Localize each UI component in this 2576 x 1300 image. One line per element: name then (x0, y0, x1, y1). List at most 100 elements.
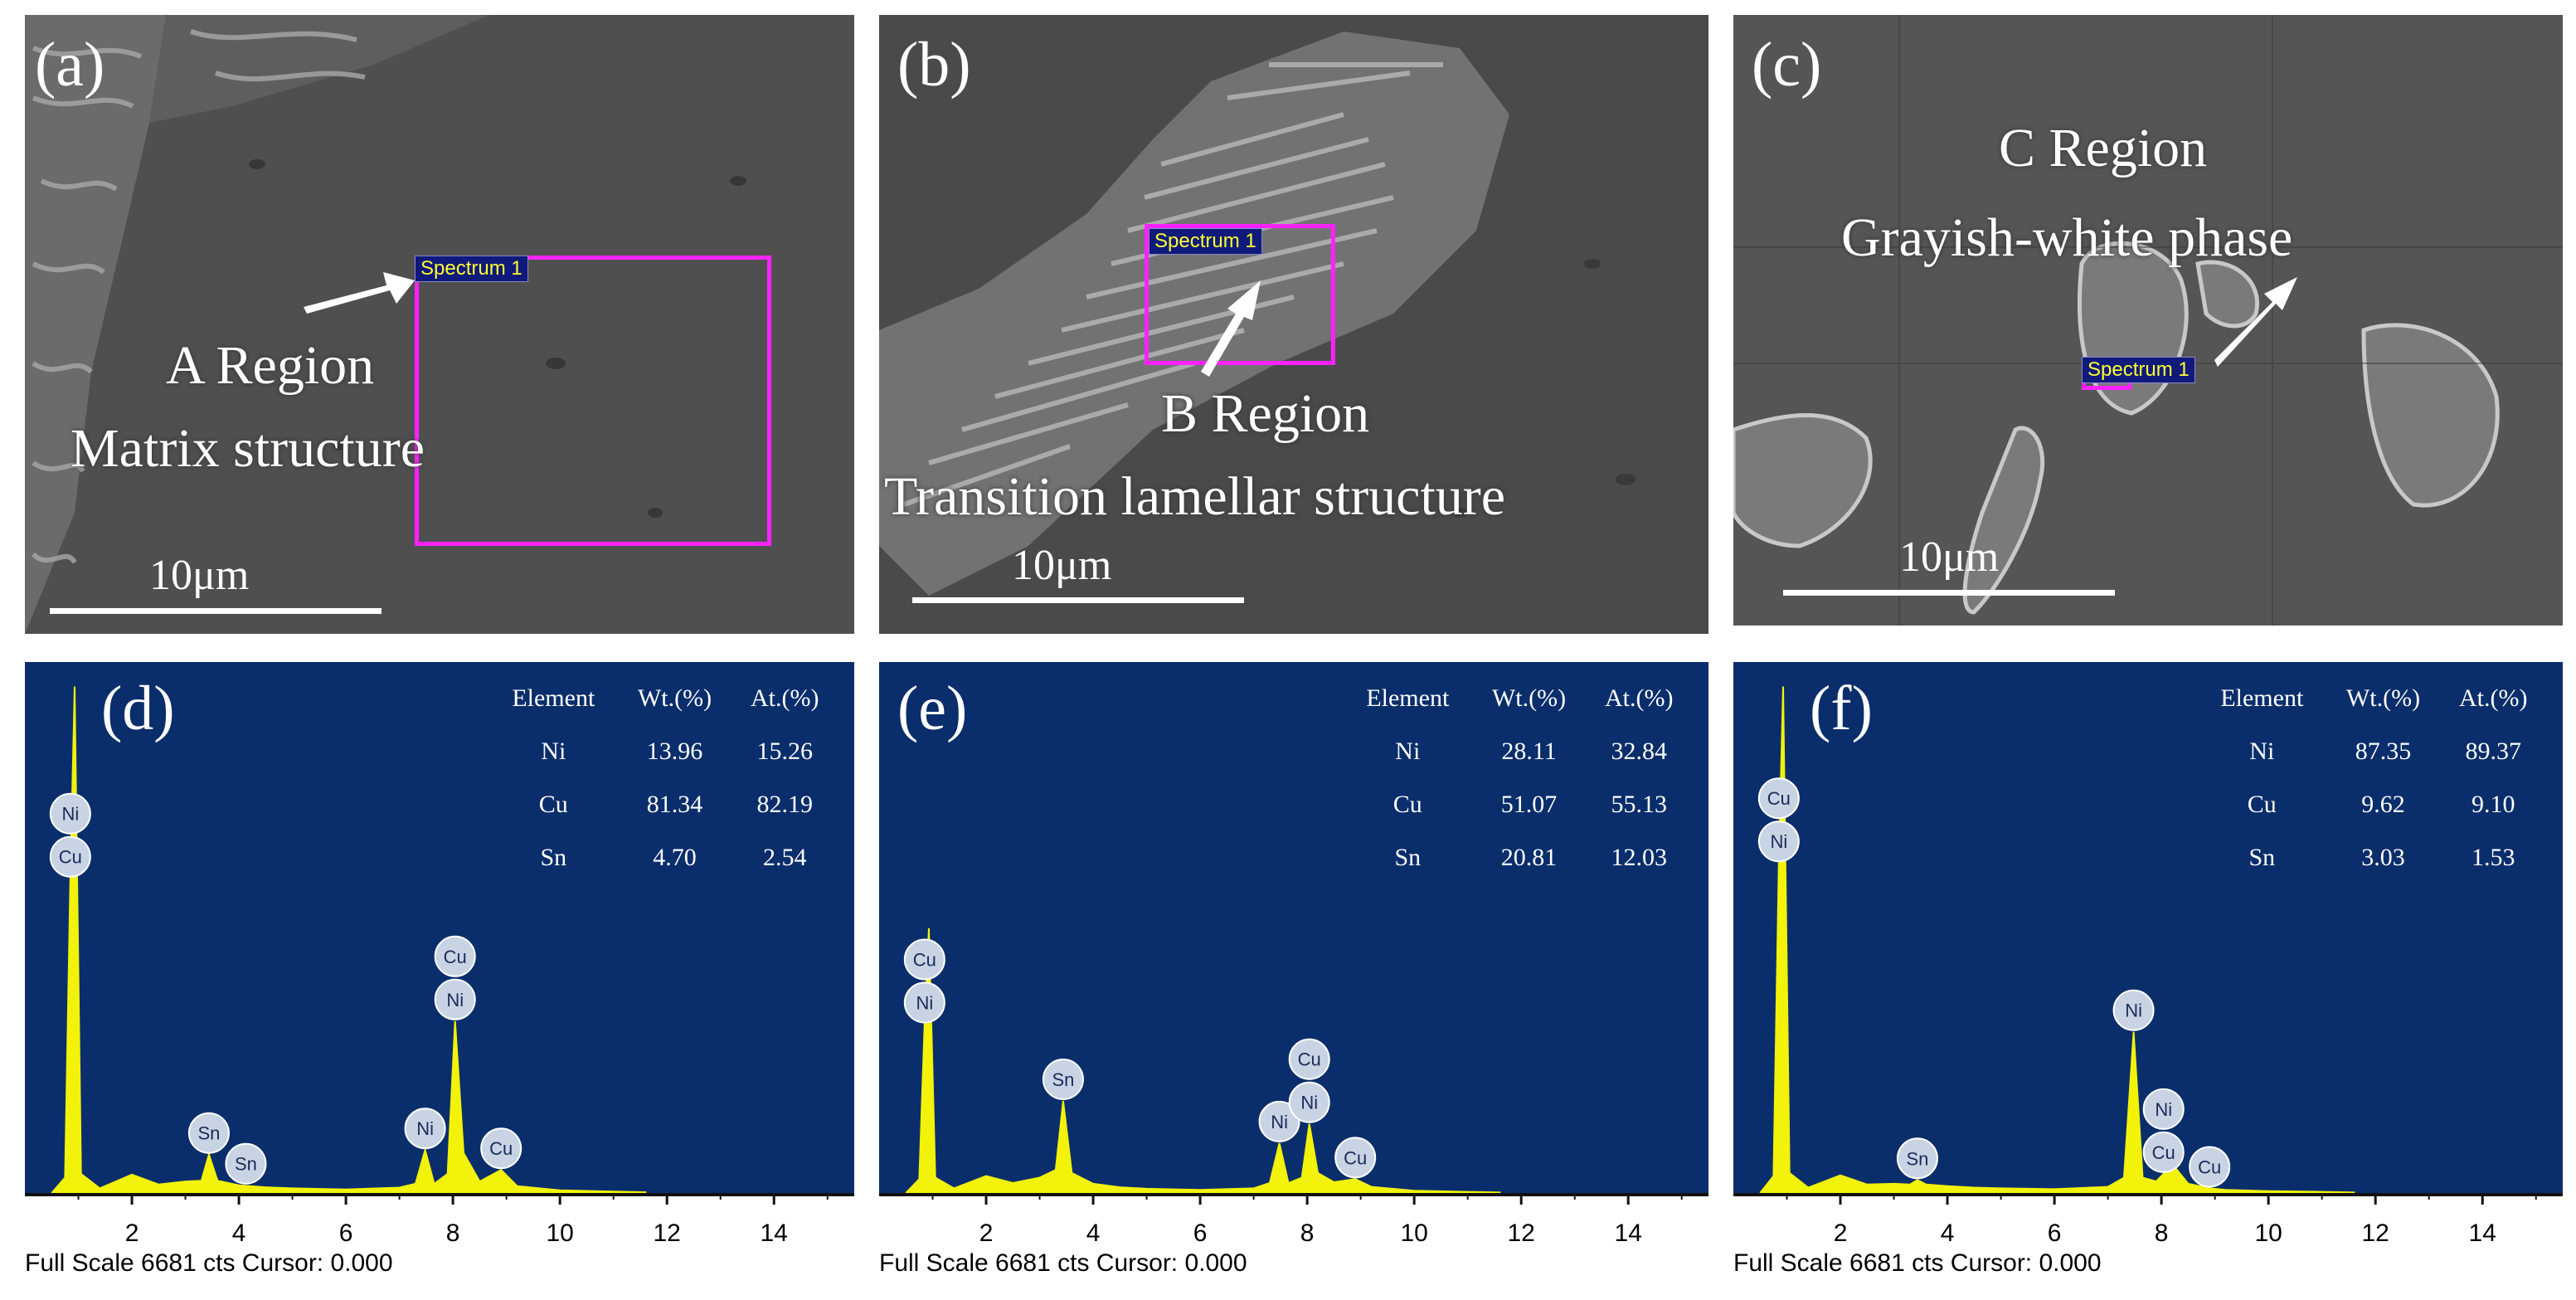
x-tick-label: 6 (2048, 1220, 2062, 1247)
scale-bar (50, 608, 382, 614)
region-title: B Region (1161, 383, 1370, 444)
peak-marker-circle (49, 835, 91, 878)
eds-plot-area (25, 662, 854, 1193)
arrow-icon (304, 272, 415, 314)
peak-label: Ni (1300, 1093, 1318, 1113)
header-at: At.(%) (750, 684, 819, 712)
x-tick-label: 4 (1086, 1220, 1101, 1247)
region-description: Transition lamellar structure (884, 466, 1506, 527)
header-wt: Wt.(%) (637, 684, 712, 712)
peak-label: Cu (2198, 1156, 2221, 1177)
cell-wt: 87.35 (2355, 738, 2412, 765)
cell-element: Cu (538, 791, 568, 818)
panel-label: (a) (35, 30, 105, 100)
x-tick-label: 2 (979, 1220, 994, 1247)
table-row: Ni 28.11 32.84 (1344, 725, 1692, 778)
peak-marker-circle (1042, 1058, 1084, 1100)
peak-marker-circle (1896, 1137, 1938, 1180)
sem-panel-b: (b) Spectrum 1 B Region Transition lamel… (879, 15, 1708, 634)
peak-marker-circle (434, 935, 476, 977)
cell-element: Ni (2249, 738, 2275, 765)
peak-marker: Ni (49, 792, 91, 835)
scale-label: 10μm (149, 552, 250, 599)
peak-marker: Cu (903, 938, 945, 981)
full-scale-footer: Full Scale 6681 cts Cursor: 0.000 (25, 1249, 393, 1277)
peak-label: Cu (1344, 1147, 1367, 1168)
arrow-icon (1201, 280, 1261, 377)
peak-marker-circle (1288, 1038, 1330, 1080)
table-row: Ni 87.35 89.37 (2198, 725, 2546, 778)
cell-element: Cu (2247, 791, 2277, 818)
x-axis (1733, 1193, 2563, 1196)
peak-marker: Cu (2142, 1131, 2185, 1173)
scale-bar (912, 597, 1244, 603)
cell-element: Sn (540, 844, 567, 871)
sem-panel-c: (c) C Region Grayish-white phase Spectru… (1733, 15, 2563, 626)
x-tick-label: 12 (2362, 1220, 2389, 1247)
peak-marker-circle (225, 1142, 267, 1185)
panel-label: (e) (897, 674, 968, 743)
x-tick-label: 10 (2254, 1220, 2282, 1247)
cell-wt: 3.03 (2361, 844, 2405, 871)
peak-label: Ni (416, 1118, 434, 1139)
spectrum-box (1145, 224, 1335, 365)
spectrum-area (51, 686, 647, 1194)
x-tick-label: 12 (654, 1220, 681, 1247)
x-tick-label: 2 (125, 1220, 139, 1247)
peak-marker-circle (404, 1108, 446, 1150)
cell-wt: 51.07 (1500, 791, 1558, 818)
peak-marker: Sn (1896, 1137, 1938, 1180)
peak-label: Ni (1770, 831, 1787, 852)
x-tick-label: 4 (232, 1220, 246, 1247)
eds-spectrum-chart: Cu Ni Sn Ni Ni Cu Cu 2 4 6 8 10 12 14 (1757, 686, 2537, 1247)
peak-label: Ni (1271, 1112, 1288, 1132)
peak-label: Ni (916, 992, 933, 1013)
table-row: Sn 20.81 12.03 (1344, 831, 1692, 884)
peak-label: Cu (913, 949, 936, 970)
header-element: Element (512, 684, 595, 712)
peak-label: Sn (1052, 1069, 1074, 1090)
peak-marker-circle (2112, 989, 2155, 1031)
peak-marker: Ni (2142, 1088, 2185, 1130)
cell-wt: 28.11 (1501, 738, 1557, 765)
spectrum-tag: Spectrum 1 (415, 256, 528, 282)
header-element: Element (1366, 684, 1450, 712)
x-tick-label: 2 (1834, 1220, 1848, 1247)
peak-marker: Cu (434, 935, 476, 977)
peak-marker-circle (2142, 1131, 2185, 1173)
header-element: Element (2220, 684, 2304, 712)
header-at: At.(%) (1604, 684, 1674, 712)
peak-label: Ni (61, 804, 79, 825)
spectrum-tag: Spectrum 1 (1149, 228, 1262, 255)
x-tick-label: 4 (1941, 1220, 1955, 1247)
table-row: Sn 4.70 2.54 (489, 831, 838, 884)
peak-marker-circle (49, 792, 91, 835)
table-row: Cu 51.07 55.13 (1344, 778, 1692, 831)
peak-marker: Cu (1334, 1137, 1377, 1179)
table-row: Ni 13.96 15.26 (489, 725, 838, 778)
spectrum-area (1759, 686, 2355, 1194)
header-wt: Wt.(%) (2345, 684, 2421, 712)
peak-marker: Sn (187, 1112, 230, 1154)
cell-element: Cu (1392, 791, 1422, 818)
scale-bar (1783, 590, 2115, 596)
sem-texture (25, 15, 854, 634)
peak-label: Sn (235, 1154, 257, 1175)
x-tick-label: 6 (339, 1220, 353, 1247)
cell-element: Ni (541, 738, 566, 765)
x-tick-label: 8 (1300, 1220, 1315, 1247)
scale-label: 10μm (1012, 542, 1112, 589)
peak-marker: Cu (49, 835, 91, 878)
cell-at: 82.19 (756, 791, 813, 818)
table-row: Cu 9.62 9.10 (2198, 778, 2546, 831)
spectrum-area (905, 928, 1501, 1194)
peak-marker: Cu (1288, 1038, 1330, 1080)
peak-marker: Sn (1042, 1058, 1084, 1100)
cell-at: 1.53 (2471, 844, 2515, 871)
peak-marker: Ni (1757, 820, 1800, 863)
peak-marker: Ni (2112, 989, 2155, 1031)
peak-marker-circle (903, 938, 945, 981)
cell-wt: 9.62 (2361, 791, 2405, 818)
peak-marker: Ni (434, 978, 476, 1020)
cell-at: 89.37 (2465, 738, 2521, 765)
